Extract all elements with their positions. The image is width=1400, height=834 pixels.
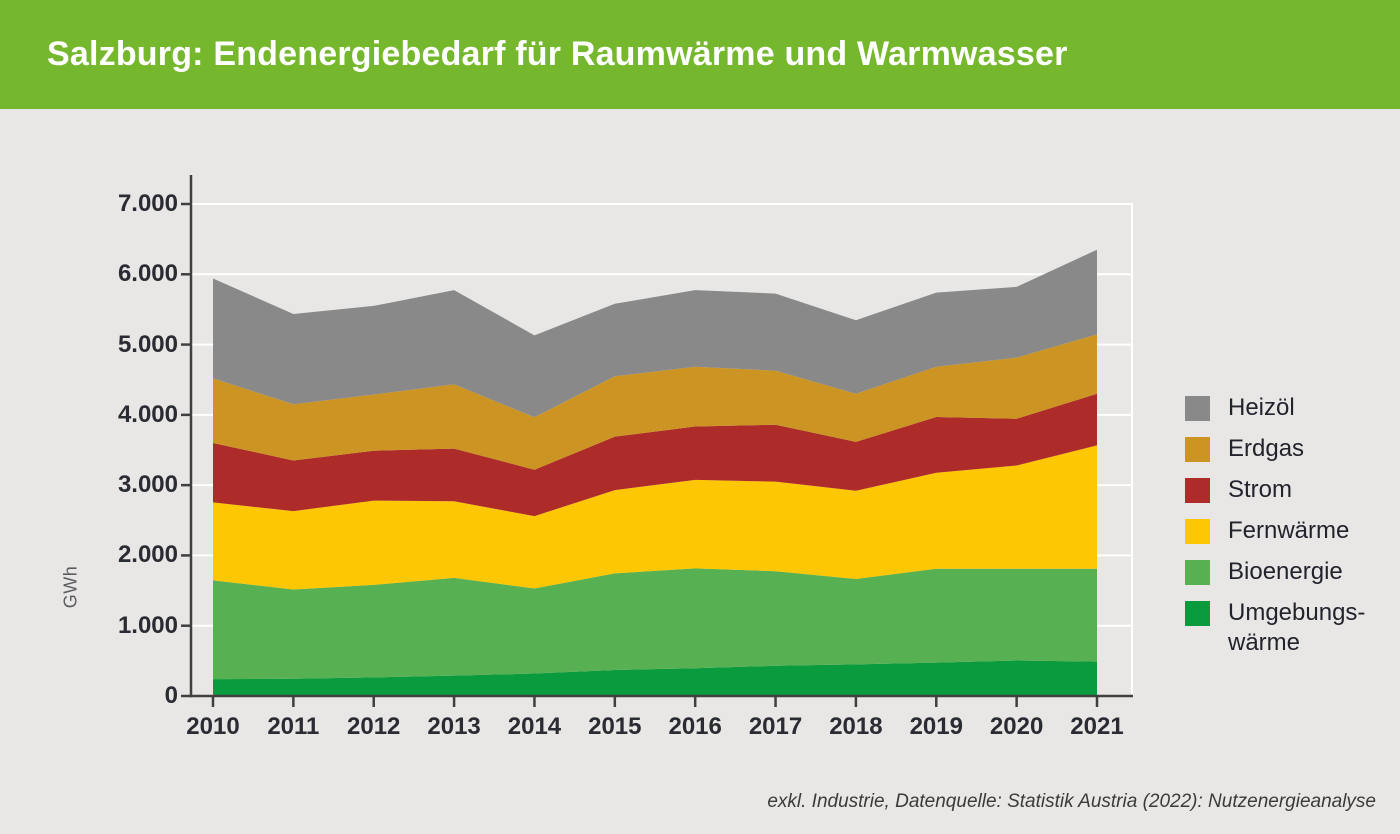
source-note: exkl. Industrie, Datenquelle: Statistik … [767,791,1376,812]
legend-label: Erdgas [1228,435,1305,462]
x-tick-label: 2017 [748,713,803,740]
x-tick-label: 2012 [347,713,401,740]
legend-label: Strom [1228,476,1293,503]
y-tick-label: 5.000 [117,330,178,358]
legend-swatch-strom [1185,478,1210,503]
x-tick-label: 2016 [668,713,722,740]
legend-swatch-umgebungswaerme [1185,601,1210,626]
y-tick-label: 2.000 [117,541,178,569]
x-tick-label: 2020 [989,713,1044,740]
title-bar: Salzburg: Endenergiebedarf für Raumwärme… [0,0,1400,109]
x-tick-label: 2013 [427,713,481,740]
legend-label: Umgebungs- wärme [1228,599,1366,656]
area-erdgas [213,334,1097,470]
legend-item: Erdgas [1185,435,1385,467]
legend-swatch-erdgas [1185,437,1210,462]
area-heiz-l [213,249,1097,418]
area-bioenergie [213,568,1097,680]
legend-item: Strom [1185,476,1385,508]
legend-label: Bioenergie [1228,558,1343,585]
area-fernw-rme [213,445,1097,590]
x-tick-label: 2011 [267,713,320,740]
legend-label: Fernwärme [1228,517,1350,544]
y-tick-label: 1.000 [117,611,178,639]
x-tick-label: 2021 [1070,713,1124,740]
y-tick-label: 7.000 [117,190,178,217]
legend-label: Heizöl [1228,394,1295,421]
x-tick-label: 2014 [507,713,562,740]
x-tick-label: 2015 [588,713,642,740]
area-umgebungsw-rme [213,660,1097,696]
x-tick-label: 2019 [909,713,963,740]
y-tick-label: 0 [164,682,178,709]
legend-swatch-heizoel [1185,396,1210,421]
legend-item: Heizöl [1185,394,1385,426]
y-tick-label: 6.000 [117,260,178,288]
x-tick-label: 2010 [186,713,240,740]
y-axis-title: GWh [60,565,81,609]
chart-title: Salzburg: Endenergiebedarf für Raumwärme… [47,35,1068,73]
legend-item: Umgebungs- wärme [1185,599,1385,661]
y-tick-label: 4.000 [117,400,178,428]
legend-item: Fernwärme [1185,517,1385,549]
y-tick-label: 3.000 [117,471,178,499]
legend-item: Bioenergie [1185,558,1385,590]
area-strom [213,393,1097,517]
legend: Heizöl Erdgas Strom Fernwärme Bioenergie… [1185,394,1385,672]
x-tick-label: 2018 [829,713,883,740]
legend-swatch-fernwaerme [1185,519,1210,544]
legend-swatch-bioenergie [1185,560,1210,585]
